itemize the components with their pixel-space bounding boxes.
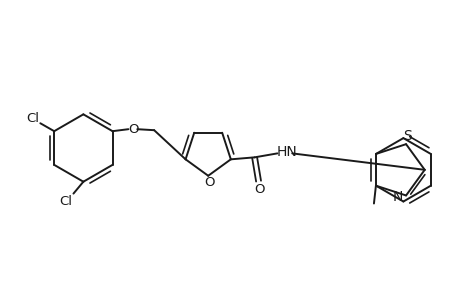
Text: Cl: Cl — [26, 112, 39, 125]
Text: S: S — [402, 129, 410, 143]
Text: O: O — [254, 183, 264, 196]
Text: HN: HN — [276, 146, 297, 159]
Text: O: O — [203, 176, 214, 189]
Text: Cl: Cl — [59, 195, 72, 208]
Text: O: O — [128, 123, 138, 136]
Text: N: N — [392, 190, 403, 204]
